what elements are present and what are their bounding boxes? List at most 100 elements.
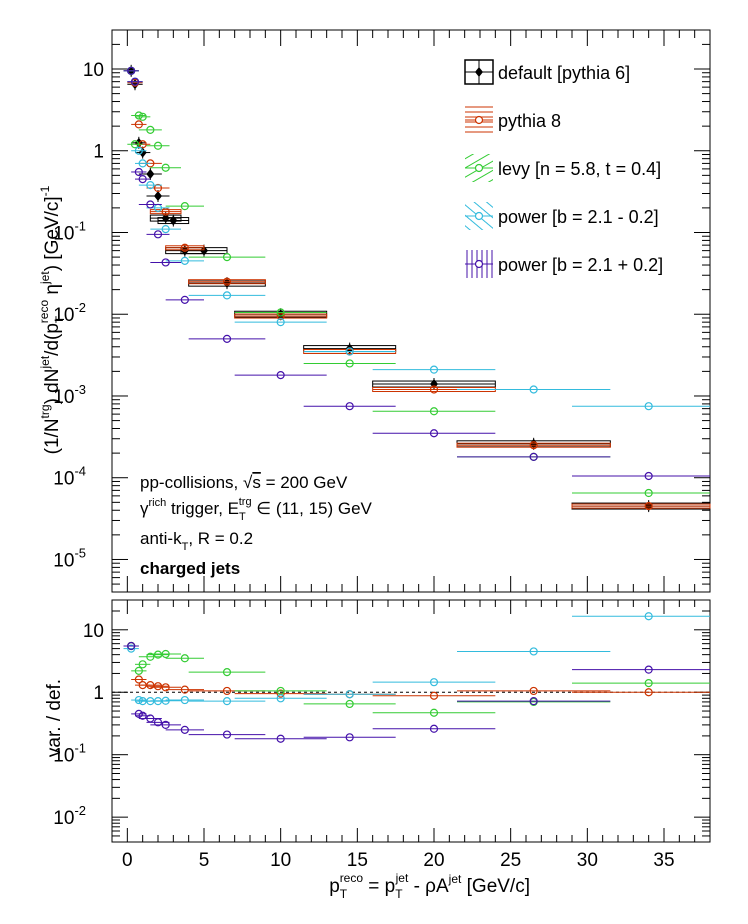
data-point [276,734,285,743]
data-point [146,652,155,661]
bottom-panel-frame [111,599,711,843]
annotation-block: pp-collisions, √s = 200 GeV γrich trigge… [140,473,373,578]
data-point [146,200,155,209]
top-y-tick-label: 10-1 [53,218,86,244]
data-point [345,733,354,742]
data-point [222,334,232,343]
legend-marker [474,211,484,221]
data-point [644,665,653,674]
data-point [127,644,136,653]
legend-item-4: power [b = 2.1 + 0.2] [465,250,663,278]
data-point [161,696,170,705]
data-point [222,252,232,262]
data-point [134,167,143,177]
data-point [153,230,163,239]
bottom-y-tick-label: 10-1 [53,741,86,767]
data-point [644,688,653,697]
data-point [153,183,163,193]
x-tick-label: 20 [423,850,444,871]
data-point [345,699,354,709]
data-point [222,668,232,677]
data-point [153,650,163,659]
legend-item-0: default [pythia 6] [464,59,630,85]
legend-label: pythia 8 [498,111,561,131]
data-point [130,77,140,86]
x-tick-label: 15 [347,850,368,871]
data-point [222,277,232,286]
data-point [134,111,143,120]
data-point [146,681,155,690]
data-point [161,683,170,692]
legend-marker [474,115,484,125]
data-point [429,691,439,700]
data-point [180,243,189,252]
data-point [134,709,143,719]
data-point [180,256,189,265]
top-y-tick-label: 10-5 [53,545,86,571]
data-point [276,689,285,698]
legend-item-2: levy [n = 5.8, t = 0.4] [465,154,661,182]
data-point [529,385,538,394]
data-point [644,501,653,511]
data-point [345,690,354,699]
syst-box [571,503,711,509]
legend: default [pythia 6] pythia 8 levy [n = 5.8,… [464,59,663,278]
annotation-line2: γrich trigger, ETtrg ∈ (11, 15) GeV [140,496,373,523]
bottom-y-axis-label: var. / def. [44,679,65,757]
bottom-y-tick-label: 10-2 [53,803,86,829]
data-point [345,347,354,356]
data-point [180,654,189,663]
data-point [529,647,538,656]
data-point [127,66,136,75]
x-axis-label: pTreco = pTjet - ρAjet [GeV/c] [329,871,530,901]
data-point [345,402,354,411]
data-point [134,666,143,675]
data-point [138,112,147,121]
syst-box [234,313,328,319]
top-series [123,64,711,513]
legend-marker [474,163,484,173]
data-point [138,660,147,669]
data-point [134,695,143,705]
top-axes: 10 1 10-1 10-2 10-3 10-4 10-5 [53,29,710,593]
data-point [429,678,439,687]
top-y-tick-label: 10-4 [53,464,86,490]
bottom-series-2 [123,612,710,706]
legend-label: default [pythia 6] [498,63,630,83]
data-point [345,359,354,368]
data-point [429,724,439,733]
data-point [138,711,147,720]
top-y-axis-label: (1/Ntrg) dNjet/d(pTreco ηjet) [GeV/c]-1 [37,185,67,454]
data-point [138,174,147,184]
data-point [161,720,170,730]
data-point [644,471,653,481]
data-point [127,641,136,651]
syst-box [456,442,611,448]
bottom-y-tick-label: 10 [83,621,104,642]
data-point [644,612,653,621]
legend-marker [474,259,484,269]
bottom-series [123,612,710,743]
data-point [222,697,232,706]
top-series-0 [123,64,711,513]
legend-label: power [b = 2.1 + 0.2] [498,255,663,275]
bottom-series-3 [123,641,710,743]
syst-box [165,245,205,251]
syst-box [188,279,266,285]
legend-label: power [b = 2.1 - 0.2] [498,207,659,227]
data-point [134,146,143,155]
data-point [276,308,285,317]
data-point [529,686,538,696]
data-point [180,695,189,705]
data-point [180,202,189,211]
top-y-tick-label: 10-2 [53,300,86,326]
bottom-y-tick-label: 1 [93,683,104,704]
data-point [529,441,538,450]
data-point [429,365,439,374]
data-point [153,682,163,691]
data-point [222,686,232,696]
top-y-tick-label: 10-3 [53,382,86,408]
data-point [529,452,538,461]
data-point [429,385,439,394]
data-point [222,730,232,739]
